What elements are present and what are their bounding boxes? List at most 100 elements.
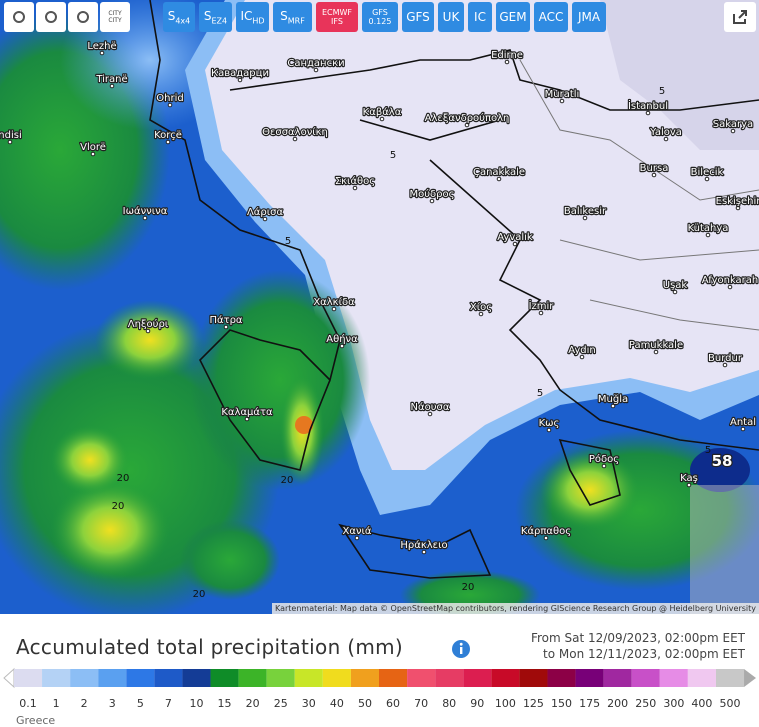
model-button[interactable]: GEM [496, 2, 530, 32]
city-dot [237, 77, 243, 83]
contour-label: 5 [705, 445, 711, 456]
info-icon[interactable] [450, 638, 472, 660]
city-dot [582, 215, 588, 221]
model-button[interactable]: S4x4 [163, 2, 195, 32]
dry-area [600, 0, 759, 150]
model-button[interactable]: UK [438, 2, 464, 32]
city-dot [99, 50, 105, 56]
scale-swatch [687, 669, 716, 687]
city-dot [339, 343, 345, 349]
city-dot [672, 289, 678, 295]
model-main: GEM [499, 10, 527, 24]
city-dot [651, 172, 657, 178]
scale-label: 3 [109, 697, 116, 710]
icon-button[interactable] [68, 2, 98, 32]
scale-swatch [70, 669, 99, 687]
city-dot [165, 139, 171, 145]
scale-label: 80 [442, 697, 456, 710]
rain-area [690, 485, 759, 614]
city-dot [579, 354, 585, 360]
city-dot [90, 151, 96, 157]
model-button[interactable]: ICHD [236, 2, 269, 32]
scale-label: 175 [579, 697, 600, 710]
map: Lezhë Tiranë Ohrid Korçë Vlorë ndisi Ιωάννινα Λ… [0, 0, 759, 614]
contour-label: 20 [193, 589, 206, 600]
model-button[interactable]: SMRF [273, 2, 312, 32]
model-button[interactable]: GFS 0.125 [362, 2, 398, 32]
city-label: Bilecik [691, 167, 724, 178]
scale-swatch [715, 669, 745, 687]
rain-area [180, 520, 280, 600]
model-main: S [280, 8, 288, 23]
city-label: Muratlı [545, 89, 580, 100]
share-button[interactable] [724, 2, 756, 32]
rain-peak [295, 416, 313, 434]
model-sub: EZ4 [211, 16, 228, 26]
model-name: IC [474, 10, 486, 24]
scale-swatch [379, 669, 408, 687]
city-dot [645, 110, 651, 116]
city-dot [663, 136, 669, 142]
model-button[interactable]: SEZ4 [199, 2, 232, 32]
model-name: ICHD [240, 9, 264, 25]
city-dot [244, 416, 250, 422]
city-label: Lezhë [87, 41, 116, 52]
model-button[interactable]: GFS [402, 2, 434, 32]
city-label: Sakarya [713, 119, 753, 130]
city-dot [379, 116, 385, 122]
city-label: Antal [730, 417, 756, 428]
city-label: İstanbul [628, 99, 668, 112]
city-label: Tiranë [95, 74, 127, 85]
date-from: From Sat 12/09/2023, 02:00pm EET [530, 631, 745, 645]
scale-label: 400 [691, 697, 712, 710]
model-button[interactable]: JMA [572, 2, 606, 32]
city-label: Κως [539, 418, 560, 429]
city-label: Θεσσαλονίκη [262, 126, 328, 138]
city-dot [653, 349, 659, 355]
icon-button[interactable] [4, 2, 34, 32]
scale-arrow [744, 669, 756, 687]
scale-swatch [126, 669, 155, 687]
icon-button[interactable] [36, 2, 66, 32]
model-main: S [167, 8, 176, 23]
scale-swatch [603, 669, 632, 687]
city-label: Pamukkale [629, 340, 683, 351]
coastline [149, 0, 341, 471]
model-button[interactable]: ECMWF IFS [316, 2, 358, 32]
dry-area [205, 0, 759, 470]
city-dot [496, 176, 502, 182]
scale-swatch [575, 669, 604, 687]
model-button[interactable]: IC [468, 2, 492, 32]
scale-label: 50 [358, 697, 372, 710]
city-dot [464, 122, 470, 128]
city-text: CITY [108, 10, 122, 17]
scale-label: 125 [523, 697, 544, 710]
city-dot [538, 310, 544, 316]
attribution: Kartenmaterial: Map data © OpenStreetMap… [275, 604, 756, 613]
scale-label: 1 [53, 697, 60, 710]
model-sub: MRF [287, 16, 305, 26]
city-button[interactable]: CITY CITY [100, 2, 130, 32]
scale-swatch [350, 669, 379, 687]
city-dot [512, 241, 518, 247]
scale-arrow [3, 667, 15, 689]
city-dot [109, 83, 115, 89]
city-label: Кавадарци [211, 68, 269, 79]
city-label: Bursa [640, 163, 669, 174]
scale-swatch [238, 669, 267, 687]
city-dot [610, 403, 616, 409]
model-line: ECMWF [321, 8, 353, 17]
city-dot [145, 328, 151, 334]
model-line: IFS [331, 17, 343, 26]
model-button[interactable]: ACC [534, 2, 568, 32]
city-label: Μούδρος [410, 188, 455, 200]
city-label: Ohrid [156, 93, 183, 104]
city-label: Ρόδος [589, 453, 619, 465]
city-label: Kaş [680, 473, 698, 484]
rain-area [50, 425, 130, 495]
city-dot [601, 463, 607, 469]
city-dot [421, 549, 427, 555]
city-dot [292, 136, 298, 142]
scale-swatch [13, 669, 43, 687]
city-dot [735, 205, 741, 211]
